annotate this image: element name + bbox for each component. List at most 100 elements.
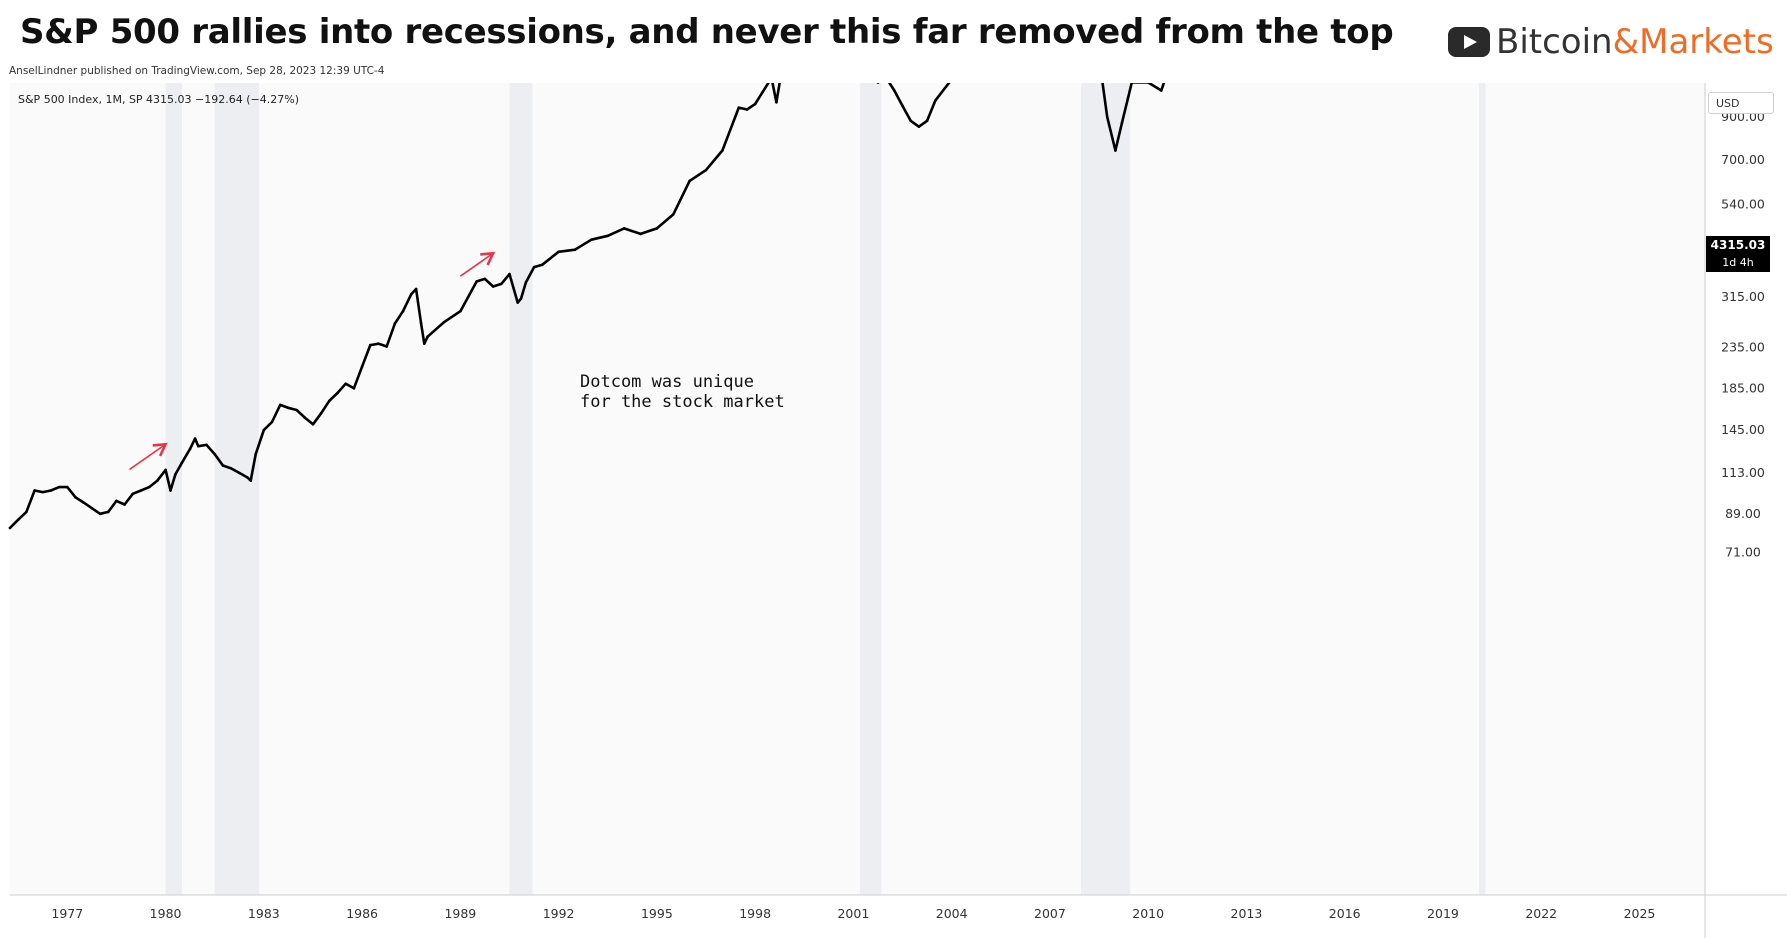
data-point <box>319 411 323 415</box>
data-point <box>540 263 544 267</box>
x-tick-label: 2007 <box>1034 906 1066 921</box>
data-point <box>131 492 135 496</box>
data-point <box>901 104 904 108</box>
recession-band <box>859 83 882 895</box>
data-point <box>33 489 36 492</box>
currency-button[interactable]: USD <box>1708 92 1774 114</box>
data-point <box>98 512 102 516</box>
brand-name-accent: &Markets <box>1612 22 1774 62</box>
data-point <box>270 420 274 424</box>
data-point <box>688 179 691 183</box>
x-tick-label: 1977 <box>51 906 83 921</box>
x-tick-label: 2010 <box>1132 906 1164 921</box>
data-point <box>442 320 446 324</box>
data-point <box>336 391 339 395</box>
data-point <box>426 335 429 338</box>
data-point <box>409 293 413 296</box>
data-point <box>193 437 197 440</box>
data-point <box>639 232 642 236</box>
y-tick-label: 185.00 <box>1721 380 1765 395</box>
data-point <box>1159 89 1163 92</box>
y-tick-label: 700.00 <box>1721 152 1765 167</box>
chart-title: S&P 500 rallies into recessions, and nev… <box>20 12 1394 52</box>
data-point <box>557 250 560 254</box>
x-tick-label: 2004 <box>936 906 968 921</box>
data-point <box>188 447 192 451</box>
recession-band <box>165 83 182 895</box>
data-point <box>573 248 577 252</box>
data-point <box>745 108 749 111</box>
data-point <box>876 83 880 84</box>
x-tick-label: 1995 <box>641 906 673 921</box>
data-point <box>423 342 426 345</box>
data-point <box>49 489 53 492</box>
data-point <box>401 309 405 313</box>
recession-band <box>1081 83 1131 895</box>
data-point <box>57 485 61 489</box>
data-point <box>328 399 331 403</box>
data-point <box>90 506 94 510</box>
y-tick-label: 71.00 <box>1725 545 1761 560</box>
x-tick-label: 1986 <box>346 906 378 921</box>
data-point <box>169 489 172 492</box>
data-point <box>311 422 315 426</box>
x-tick-label: 1983 <box>248 906 280 921</box>
data-point <box>303 416 307 419</box>
data-point <box>123 503 126 506</box>
data-point <box>775 101 778 104</box>
data-point <box>1146 83 1150 84</box>
data-point <box>414 287 418 291</box>
recession-band <box>214 83 259 895</box>
data-point <box>737 106 741 109</box>
data-point <box>1114 149 1117 152</box>
data-point <box>933 99 937 102</box>
data-point <box>419 322 423 325</box>
x-tick-label: 2019 <box>1427 906 1459 921</box>
data-point <box>704 168 708 172</box>
publisher-line: AnselLindner published on TradingView.co… <box>9 65 385 77</box>
data-point <box>893 89 896 92</box>
annotation-line-1: Dotcom was unique <box>580 372 754 392</box>
data-point <box>249 479 253 482</box>
data-point <box>393 322 397 325</box>
data-point <box>655 227 659 230</box>
data-point <box>213 452 217 456</box>
data-point <box>229 467 233 470</box>
data-point <box>721 149 724 152</box>
y-tick-label: 540.00 <box>1721 197 1765 212</box>
play-button-icon <box>1448 27 1490 57</box>
plot-background <box>10 83 1705 895</box>
data-point <box>360 365 364 368</box>
data-point <box>524 281 528 284</box>
data-point <box>671 213 675 216</box>
chart-area[interactable]: 9000.007000.005400.003150.002350.001850.… <box>0 83 1787 938</box>
x-tick-label: 2013 <box>1231 906 1263 921</box>
red-arrow <box>129 442 168 471</box>
data-point <box>156 479 159 482</box>
data-point <box>622 227 626 230</box>
annotation-line-2: for the stock market <box>580 392 785 412</box>
y-tick-label: 113.00 <box>1721 465 1765 480</box>
data-point <box>164 468 167 472</box>
data-point <box>262 428 266 432</box>
x-tick-label: 1980 <box>150 906 182 921</box>
data-point <box>532 265 536 269</box>
data-point <box>368 343 372 347</box>
data-point <box>917 125 921 129</box>
data-point <box>174 473 177 476</box>
data-point <box>106 510 110 514</box>
data-point <box>516 301 519 304</box>
data-point <box>519 297 523 300</box>
brand-name-dark: Bitcoin <box>1496 22 1613 62</box>
data-point <box>74 496 77 499</box>
data-point <box>237 471 241 475</box>
brand-logo: Bitcoin &Markets <box>1448 20 1774 64</box>
data-point <box>1130 83 1134 84</box>
x-tick-label: 1992 <box>543 906 575 921</box>
data-point <box>8 526 12 530</box>
data-point <box>500 282 503 286</box>
data-point <box>197 444 200 448</box>
last-price-value: 4315.03 <box>1710 238 1766 252</box>
data-point <box>287 406 290 410</box>
data-point <box>1105 115 1109 119</box>
